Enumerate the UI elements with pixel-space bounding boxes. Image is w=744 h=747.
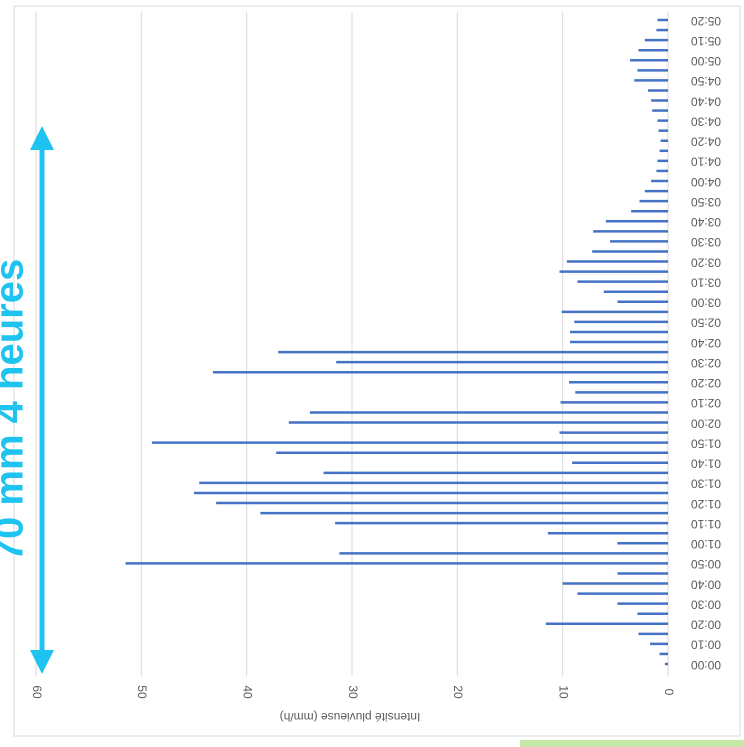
y-tick-label: 02:40: [691, 336, 721, 350]
y-tick-label: 05:10: [691, 34, 721, 48]
y-tick-label: 02:00: [691, 416, 721, 430]
y-tick-label: 05:20: [691, 14, 721, 28]
y-tick-label: 03:50: [691, 195, 721, 209]
y-tick-label: 02:10: [691, 396, 721, 410]
x-axis-title: Intensité pluvieuse (mm/h): [280, 710, 421, 724]
y-tick-label: 03:20: [691, 255, 721, 269]
y-tick-label: 00:10: [691, 638, 721, 652]
x-tick-label: 0: [662, 689, 676, 696]
x-tick-label: 50: [135, 685, 149, 699]
y-tick-label: 04:00: [691, 175, 721, 189]
x-tick-label: 10: [556, 685, 570, 699]
y-tick-label: 01:20: [691, 497, 721, 511]
x-tick-label: 40: [240, 685, 254, 699]
y-tick-label: 02:20: [691, 376, 721, 390]
annotation-text: 70 mm 4 heures: [0, 259, 32, 561]
y-tick-label: 04:50: [691, 74, 721, 88]
y-tick-label: 00:20: [691, 618, 721, 632]
y-tick-label: 05:00: [691, 54, 721, 68]
arrow-head: [30, 126, 54, 150]
y-tick-label: 00:00: [691, 658, 721, 672]
x-tick-label: 60: [30, 685, 44, 699]
y-tick-label: 04:40: [691, 94, 721, 108]
x-tick-label: 30: [346, 685, 360, 699]
arrow-head: [30, 650, 54, 674]
y-tick-label: 04:30: [691, 114, 721, 128]
y-tick-label: 02:50: [691, 316, 721, 330]
y-tick-label: 00:30: [691, 597, 721, 611]
bottom-strip: [520, 740, 744, 747]
y-tick-label: 00:50: [691, 557, 721, 571]
y-tick-label: 03:40: [691, 215, 721, 229]
y-tick-label: 04:10: [691, 155, 721, 169]
y-tick-label: 01:30: [691, 477, 721, 491]
y-tick-label: 04:20: [691, 135, 721, 149]
y-tick-label: 03:30: [691, 235, 721, 249]
chart-frame: [13, 5, 741, 737]
y-tick-label: 01:00: [691, 537, 721, 551]
y-tick-label: 01:40: [691, 457, 721, 471]
y-tick-label: 00:40: [691, 577, 721, 591]
y-tick-label: 02:30: [691, 356, 721, 370]
y-tick-label: 03:10: [691, 275, 721, 289]
y-tick-label: 01:10: [691, 517, 721, 531]
y-tick-label: 03:00: [691, 296, 721, 310]
x-tick-label: 20: [451, 685, 465, 699]
y-tick-label: 01:50: [691, 436, 721, 450]
